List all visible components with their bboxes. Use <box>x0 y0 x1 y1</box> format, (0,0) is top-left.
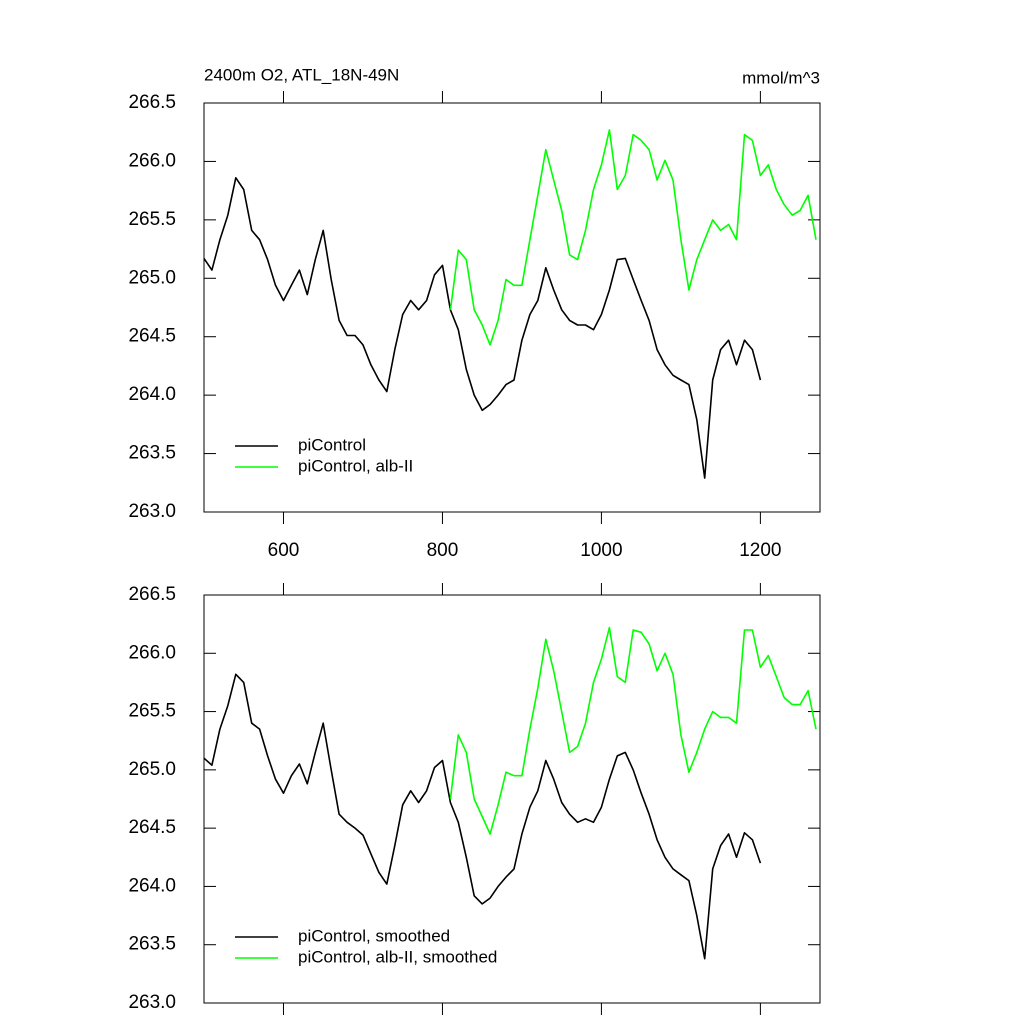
x-tick-label: 600 <box>268 540 300 561</box>
legend-label: piControl, alb-II, smoothed <box>298 947 497 966</box>
legend-label: piControl <box>298 435 366 454</box>
series-line <box>449 129 817 346</box>
y-tick-label: 266.5 <box>128 584 176 605</box>
x-tick-label: 1000 <box>580 540 622 561</box>
y-tick-label: 263.5 <box>128 443 176 464</box>
y-tick-label: 266.0 <box>128 150 176 171</box>
y-tick-label: 264.0 <box>128 384 176 405</box>
plot-frame <box>203 594 821 1004</box>
x-tick-label: 1200 <box>739 540 781 561</box>
series-line <box>449 626 817 835</box>
y-tick-label: 265.0 <box>128 267 176 288</box>
legend-label: piControl, smoothed <box>298 926 450 945</box>
series-line <box>203 673 762 960</box>
y-tick-label: 264.5 <box>128 817 176 838</box>
legend-label: piControl, alb-II <box>298 456 413 475</box>
y-tick-label: 265.5 <box>128 209 176 230</box>
plot-frame <box>203 102 821 513</box>
y-tick-label: 266.5 <box>128 92 176 113</box>
chart-title: 2400m O2, ATL_18N-49N <box>204 65 399 84</box>
y-tick-label: 266.0 <box>128 642 176 663</box>
y-tick-label: 264.0 <box>128 875 176 896</box>
x-tick-label: 800 <box>427 540 459 561</box>
y-tick-label: 265.0 <box>128 759 176 780</box>
y-tick-label: 263.5 <box>128 934 176 955</box>
y-tick-label: 265.5 <box>128 701 176 722</box>
y-tick-label: 264.5 <box>128 326 176 347</box>
units-label: mmol/m^3 <box>742 68 820 87</box>
y-tick-label: 263.0 <box>128 992 176 1013</box>
y-tick-label: 263.0 <box>128 501 176 522</box>
series-line <box>203 177 762 479</box>
